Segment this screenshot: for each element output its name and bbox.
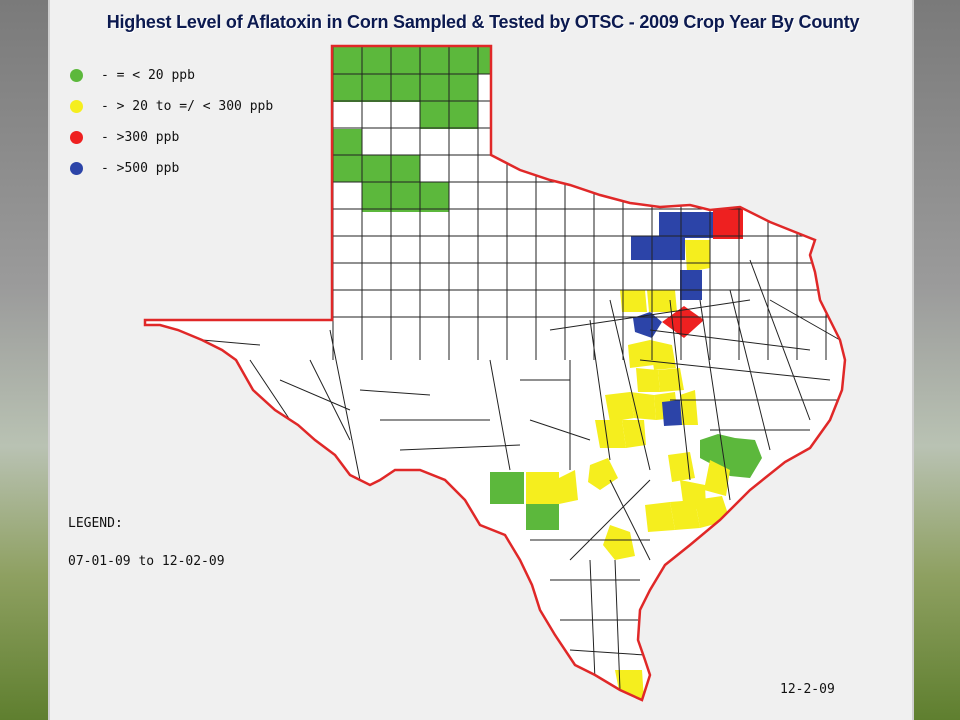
legend-item-high: - >300 ppb — [70, 127, 179, 147]
legend-item-low: - = < 20 ppb — [70, 65, 195, 85]
texas-land — [145, 46, 845, 700]
date-range: 07-01-09 to 12-02-09 — [68, 554, 225, 569]
counties-low — [333, 47, 762, 530]
legend-label: - = < 20 ppb — [101, 67, 195, 83]
red-dot-icon — [70, 130, 83, 144]
blue-dot-icon — [70, 161, 83, 175]
date-stamp: 12-2-09 — [780, 682, 835, 697]
county-fills — [333, 47, 762, 700]
legend-label: - > 20 to =/ < 300 ppb — [101, 98, 274, 114]
counties-very-high — [631, 212, 713, 426]
texas-county-map — [143, 44, 847, 702]
state-border — [143, 44, 847, 702]
counties-high — [662, 207, 743, 338]
background-right — [914, 0, 960, 720]
map-title: Highest Level of Aflatoxin in Corn Sampl… — [106, 12, 860, 32]
legend-heading: LEGEND: — [68, 516, 123, 531]
green-dot-icon — [70, 68, 83, 82]
legend-label: - >300 ppb — [101, 129, 180, 145]
legend-item-very-high: - >500 ppb — [70, 158, 179, 178]
legend-label: - >500 ppb — [101, 160, 180, 176]
legend-item-moderate: - > 20 to =/ < 300 ppb — [70, 96, 273, 116]
yellow-dot-icon — [70, 99, 83, 113]
map-panel: Highest Level of Aflatoxin in Corn Sampl… — [48, 0, 914, 720]
background-left — [0, 0, 48, 720]
